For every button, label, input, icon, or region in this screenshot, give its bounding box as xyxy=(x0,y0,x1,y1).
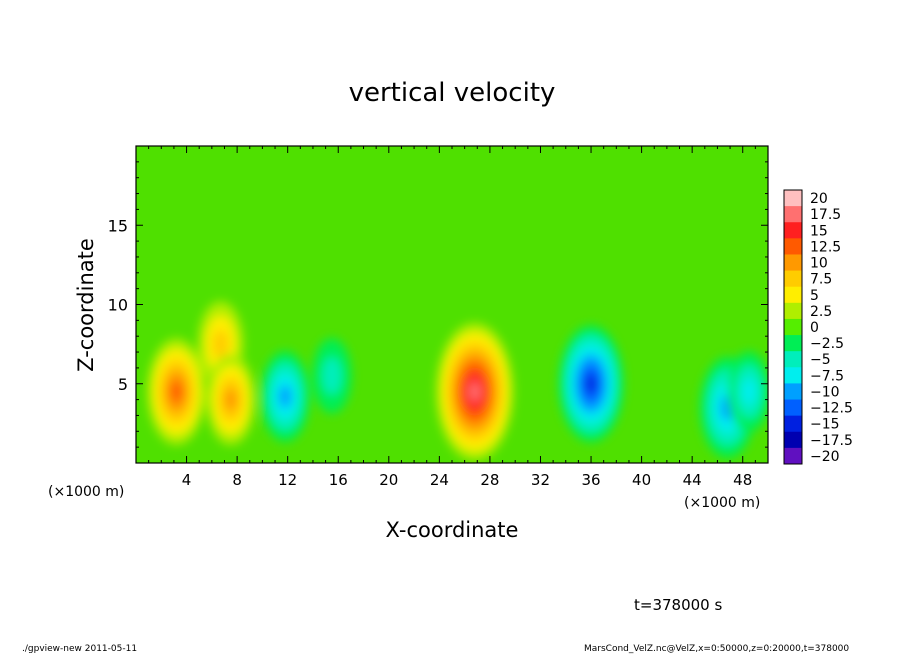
colorbar-swatch xyxy=(784,286,802,304)
velocity-cell-4 xyxy=(312,338,352,414)
colorbar-swatch xyxy=(784,367,802,384)
y-axis-label: Z-coordinate xyxy=(74,238,98,372)
y-tick-label: 5 xyxy=(118,375,128,394)
x-tick-label: 28 xyxy=(480,471,499,489)
colorbar-label: −7.5 xyxy=(810,368,844,384)
colorbar-swatch xyxy=(784,270,802,288)
footer-right: MarsCond_VelZ.nc@VelZ,x=0:50000,z=0:2000… xyxy=(584,644,849,654)
x-tick-label: 4 xyxy=(182,471,192,489)
colorbar-label: 7.5 xyxy=(810,272,832,288)
colorbar-swatch xyxy=(784,190,802,207)
colorbar-label: −5 xyxy=(810,352,831,368)
x-unit-right: (×1000 m) xyxy=(684,495,760,511)
colorbar-swatch xyxy=(784,383,802,400)
colorbar-label: −12.5 xyxy=(810,401,853,417)
x-tick-label: 36 xyxy=(581,471,600,489)
chart-title: vertical velocity xyxy=(349,78,556,108)
x-tick-label: 48 xyxy=(733,471,752,489)
x-tick-label: 8 xyxy=(232,471,242,489)
x-tick-label: 40 xyxy=(632,471,651,489)
colorbar-label: 10 xyxy=(810,256,828,272)
velocity-cell-8 xyxy=(727,351,768,432)
colorbar-label: 5 xyxy=(810,288,819,304)
colorbar-swatch xyxy=(784,431,802,449)
x-tick-label: 16 xyxy=(329,471,348,489)
time-label: t=378000 s xyxy=(634,596,722,614)
colorbar-label: 17.5 xyxy=(810,207,841,223)
y-tick-label: 15 xyxy=(108,216,128,235)
colorbar-label: −2.5 xyxy=(810,336,844,352)
colorbar-swatch xyxy=(784,302,802,320)
colorbar-swatch xyxy=(784,399,802,417)
colorbar-label: −15 xyxy=(810,417,840,433)
colorbar-label: −17.5 xyxy=(810,433,853,449)
plot-area xyxy=(136,146,768,463)
colorbar-frame xyxy=(783,189,803,465)
colorbar-label: 15 xyxy=(810,223,828,239)
colorbar-swatch xyxy=(784,351,802,368)
colorbar-label: 2.5 xyxy=(810,304,832,320)
footer-left: ./gpview-new 2011-05-11 xyxy=(22,644,137,654)
velocity-cell-6 xyxy=(558,325,624,443)
x-unit-left: (×1000 m) xyxy=(48,484,124,500)
x-tick-label: 20 xyxy=(379,471,398,489)
velocity-cell-2 xyxy=(206,354,256,445)
velocity-cell-3 xyxy=(260,351,310,442)
x-tick-label: 32 xyxy=(531,471,550,489)
colorbar-swatch xyxy=(784,206,802,223)
colorbar-label: −10 xyxy=(810,385,840,401)
x-tick-label: 24 xyxy=(430,471,449,489)
x-tick-label: 44 xyxy=(683,471,702,489)
y-tick-label: 10 xyxy=(108,296,128,315)
velocity-cell-0 xyxy=(147,338,206,445)
colorbar-swatch xyxy=(784,335,802,352)
x-tick-label: 12 xyxy=(278,471,297,489)
colorbar-swatch xyxy=(784,415,802,433)
colorbar-label: 0 xyxy=(810,320,819,336)
colorbar-swatch xyxy=(784,318,802,336)
colorbar-label: 20 xyxy=(810,191,828,207)
colorbar-label: 12.5 xyxy=(810,239,841,255)
colorbar-swatch xyxy=(784,254,802,271)
colorbar-label: −20 xyxy=(810,449,840,465)
velocity-cell-5 xyxy=(435,322,514,461)
x-axis: 4 8 12 16 20 24 28 32 36 40 44 48 xyxy=(148,146,756,489)
y-axis: 5 10 15 xyxy=(108,161,768,448)
heatmap-features xyxy=(147,301,768,461)
colorbar-swatch xyxy=(784,238,802,255)
x-axis-label: X-coordinate xyxy=(386,518,519,542)
colorbar-swatch xyxy=(784,222,802,239)
colorbar-swatch xyxy=(784,447,802,465)
colorbar: 2017.51512.5107.552.50−2.5−5−7.5−10−12.5… xyxy=(783,189,853,465)
